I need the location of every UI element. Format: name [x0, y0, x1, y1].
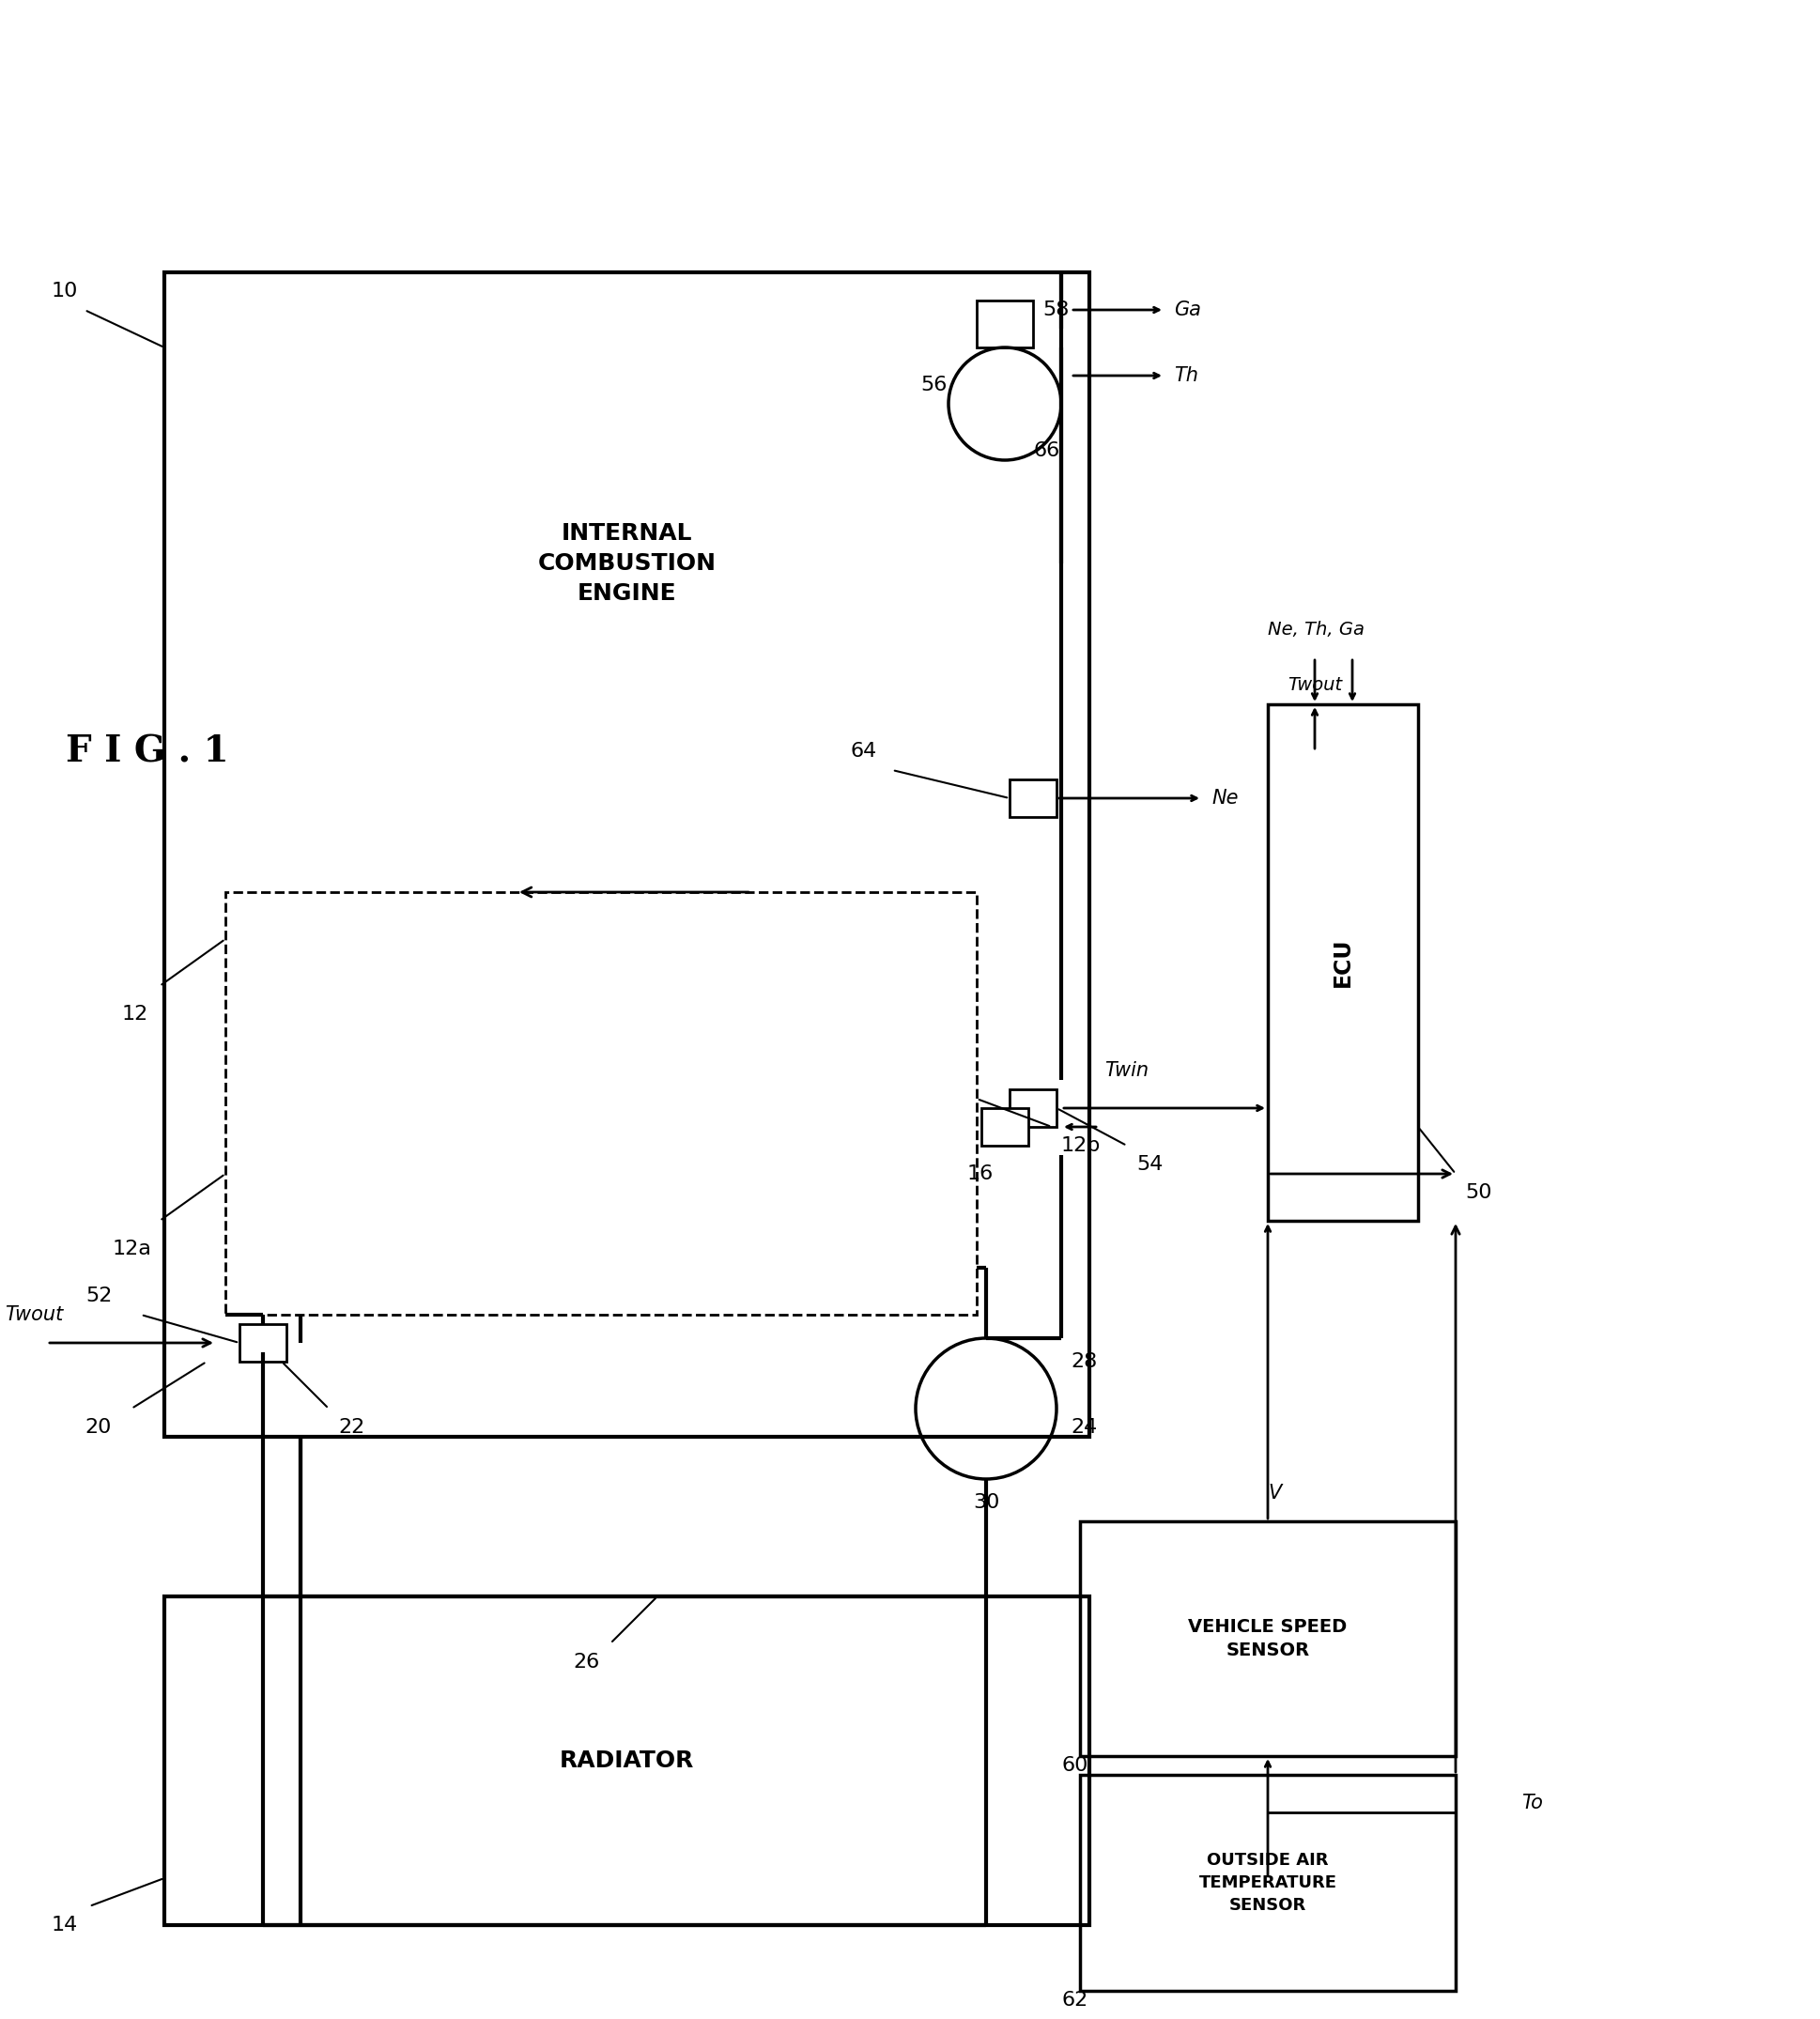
- Text: 50: 50: [1465, 1183, 1492, 1201]
- Bar: [1010, 779, 1056, 818]
- Bar: [226, 892, 977, 1314]
- Text: Th: Th: [1174, 365, 1198, 386]
- Text: 22: 22: [339, 1417, 364, 1438]
- Text: 28: 28: [1070, 1353, 1097, 1371]
- Text: Twin: Twin: [1105, 1062, 1148, 1080]
- Text: RADIATOR: RADIATOR: [559, 1750, 693, 1773]
- Text: 20: 20: [84, 1417, 111, 1438]
- Text: 54: 54: [1136, 1155, 1163, 1173]
- Text: 52: 52: [86, 1286, 113, 1306]
- Text: 10: 10: [51, 283, 78, 301]
- Text: 12a: 12a: [113, 1240, 153, 1258]
- Text: Twout: Twout: [1287, 676, 1341, 695]
- Text: Ne, Th, Ga: Ne, Th, Ga: [1269, 620, 1365, 638]
- Text: VEHICLE SPEED
SENSOR: VEHICLE SPEED SENSOR: [1188, 1617, 1347, 1660]
- Text: 66: 66: [1034, 442, 1059, 460]
- Text: Ne: Ne: [1212, 789, 1238, 808]
- Bar: [1079, 1775, 1456, 1991]
- Text: 24: 24: [1070, 1417, 1097, 1438]
- Text: To: To: [1522, 1793, 1543, 1813]
- Text: 16: 16: [966, 1165, 994, 1183]
- Bar: [1079, 1520, 1456, 1757]
- Text: 60: 60: [1061, 1757, 1088, 1775]
- Text: 58: 58: [1043, 301, 1068, 319]
- Bar: [164, 1597, 1090, 1924]
- Bar: [1269, 705, 1418, 1221]
- Text: 12b: 12b: [1061, 1137, 1101, 1155]
- Bar: [1010, 1090, 1056, 1127]
- Text: 14: 14: [51, 1916, 78, 1934]
- Text: Ga: Ga: [1174, 301, 1201, 319]
- Text: 62: 62: [1061, 1991, 1088, 2009]
- Text: 12: 12: [122, 1005, 149, 1024]
- Text: OUTSIDE AIR
TEMPERATURE
SENSOR: OUTSIDE AIR TEMPERATURE SENSOR: [1199, 1851, 1338, 1914]
- Text: Twout: Twout: [5, 1306, 64, 1324]
- Text: 56: 56: [921, 376, 946, 394]
- Text: 26: 26: [573, 1654, 599, 1672]
- Bar: [977, 301, 1034, 347]
- Text: ECU: ECU: [1332, 939, 1354, 987]
- Bar: [164, 273, 1090, 1438]
- Bar: [981, 1108, 1028, 1145]
- Bar: [240, 1324, 286, 1361]
- Text: INTERNAL
COMBUSTION
ENGINE: INTERNAL COMBUSTION ENGINE: [537, 523, 715, 604]
- Text: V: V: [1269, 1484, 1281, 1502]
- Text: 64: 64: [850, 741, 877, 761]
- Text: F I G . 1: F I G . 1: [66, 733, 229, 769]
- Text: 30: 30: [972, 1494, 999, 1512]
